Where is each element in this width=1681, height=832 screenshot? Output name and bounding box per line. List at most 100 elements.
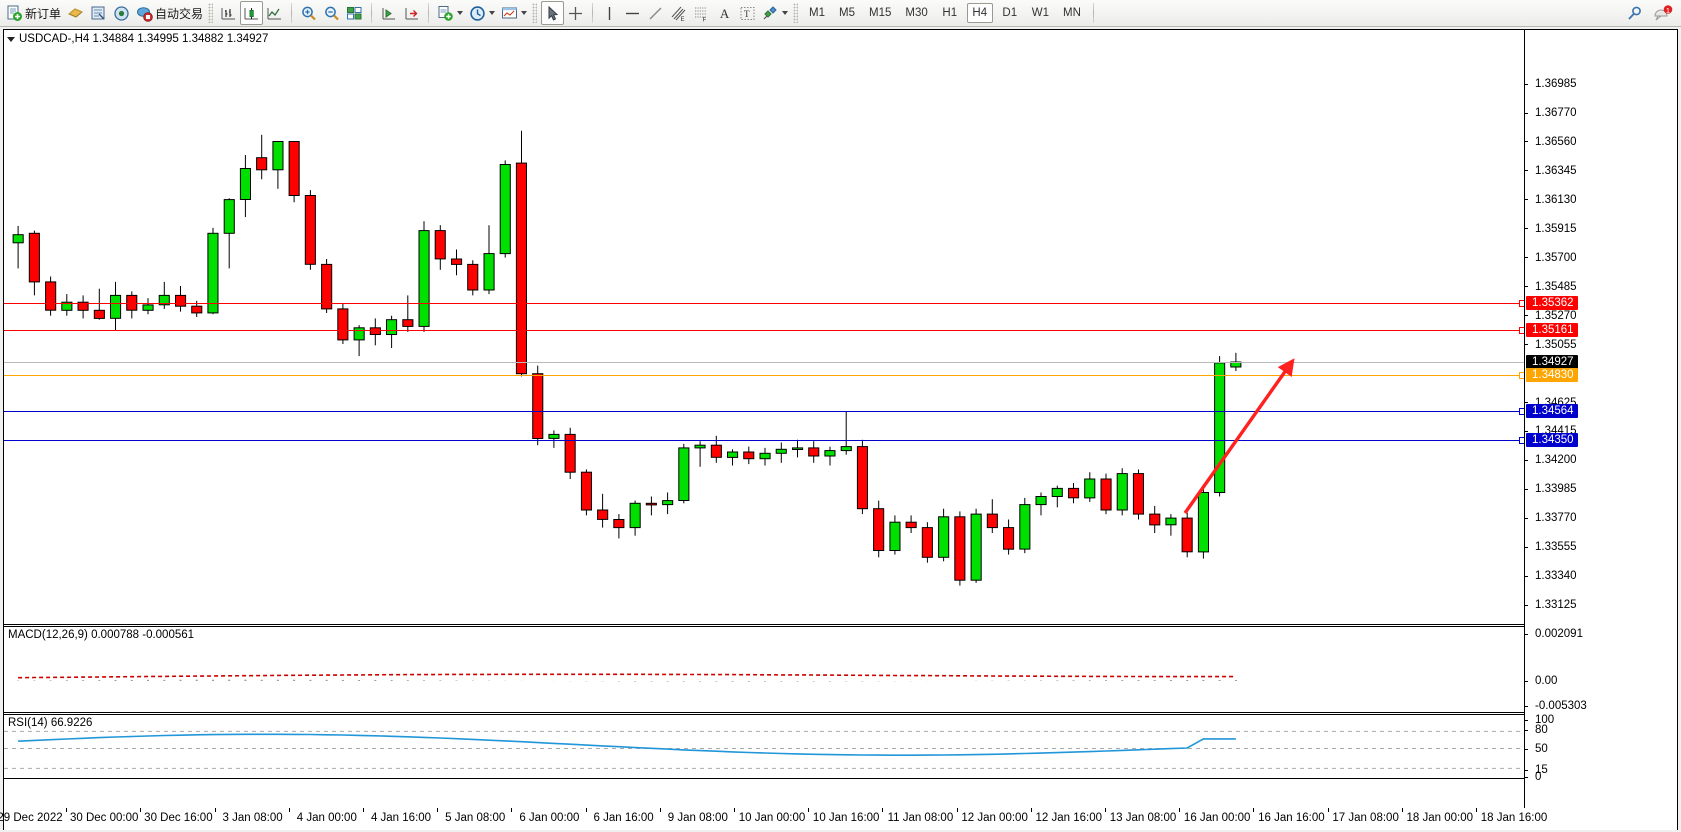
price-badge-resistance-1[interactable]: 1.35161 bbox=[1526, 323, 1578, 338]
price-badge-support-1[interactable]: 1.34564 bbox=[1526, 403, 1578, 418]
price-axis[interactable]: 1.36985 1.36770 1.36560 1.36345 1.36130 1.359… bbox=[1524, 30, 1677, 828]
chevron-down-icon-3[interactable] bbox=[521, 11, 528, 15]
rsi-tick: 80 bbox=[1524, 723, 1677, 737]
price-tick: 1.36560 bbox=[1524, 135, 1677, 149]
crosshair-button[interactable] bbox=[564, 1, 587, 25]
time-tick-label: 29 Dec 2022 bbox=[0, 812, 63, 824]
timeframe-w1[interactable]: W1 bbox=[1031, 7, 1050, 19]
navigator-button[interactable] bbox=[110, 1, 133, 25]
symbol-quote-text: USDCAD-,H4 1.34884 1.34995 1.34882 1.349… bbox=[19, 33, 269, 45]
cursor-arrow-icon bbox=[544, 5, 561, 22]
time-tick-label: 13 Jan 08:00 bbox=[1109, 812, 1177, 824]
level-line-support-2[interactable] bbox=[4, 439, 1524, 441]
cursor-button[interactable] bbox=[541, 1, 565, 25]
price-badge-text: 1.34564 bbox=[1532, 404, 1574, 417]
templates-button[interactable] bbox=[498, 1, 530, 25]
equidistant-channel-button[interactable]: E bbox=[667, 1, 690, 25]
svg-text:T: T bbox=[744, 9, 750, 19]
search-icon[interactable] bbox=[1626, 5, 1643, 22]
timeframe-m15[interactable]: M15 bbox=[869, 7, 892, 19]
autotrading-label: 自动交易 bbox=[155, 6, 204, 21]
price-badge-resistance-2[interactable]: 1.35362 bbox=[1526, 296, 1578, 311]
level-line-resistance-1[interactable] bbox=[4, 330, 1524, 332]
shapes-icon bbox=[762, 5, 779, 22]
horizontal-line-button[interactable] bbox=[621, 1, 644, 25]
toolbar-grip[interactable] bbox=[208, 3, 214, 23]
time-axis[interactable]: 29 Dec 2022 30 Dec 00:00 30 Dec 16:00 3 Jan… bbox=[0, 808, 1678, 830]
bar-chart-button[interactable] bbox=[217, 1, 240, 25]
rsi-plot bbox=[4, 730, 1526, 769]
crosshair-icon bbox=[567, 5, 584, 22]
pane-bottom-border bbox=[4, 778, 1677, 779]
notification-bell-icon[interactable]: 1 bbox=[1652, 4, 1674, 22]
price-badge-current-price[interactable]: 1.34927 bbox=[1526, 355, 1578, 369]
text-label-button[interactable]: A bbox=[713, 1, 736, 25]
level-line-support-1[interactable] bbox=[4, 410, 1524, 412]
price-badge-support-2[interactable]: 1.34350 bbox=[1526, 432, 1578, 447]
time-tick-label: 10 Jan 00:00 bbox=[738, 812, 806, 824]
shapes-button[interactable] bbox=[759, 1, 791, 25]
price-tick: 1.35485 bbox=[1524, 280, 1677, 294]
time-tick-mark bbox=[1030, 808, 1032, 812]
tile-windows-icon bbox=[346, 5, 363, 22]
level-handle-support-1[interactable] bbox=[1519, 407, 1524, 415]
vertical-line-icon bbox=[601, 5, 618, 22]
autotrading-icon bbox=[136, 5, 153, 22]
toolbar-separator bbox=[291, 3, 293, 23]
timeframe-m1[interactable]: M1 bbox=[809, 7, 826, 19]
price-tick: 1.33985 bbox=[1524, 482, 1677, 496]
timeframe-d1[interactable]: D1 bbox=[1002, 7, 1018, 19]
level-handle-resistance-2[interactable] bbox=[1519, 300, 1524, 308]
candlestick-chart-button[interactable] bbox=[240, 1, 264, 25]
chevron-down-icon-2[interactable] bbox=[489, 11, 496, 15]
toolbar-grip-2[interactable] bbox=[532, 3, 538, 23]
toolbar-grip-3[interactable] bbox=[793, 3, 799, 23]
timeframe-h4[interactable]: H4 bbox=[966, 3, 993, 23]
indicators-button[interactable] bbox=[434, 1, 466, 25]
line-chart-button[interactable] bbox=[263, 1, 286, 25]
trendline-button[interactable] bbox=[644, 1, 667, 25]
level-line-current-price[interactable] bbox=[4, 362, 1524, 363]
fibonacci-button[interactable]: F bbox=[690, 1, 713, 25]
auto-scroll-button[interactable] bbox=[377, 1, 400, 25]
tile-windows-button[interactable] bbox=[343, 1, 366, 25]
timeframe-m5[interactable]: M5 bbox=[839, 7, 856, 19]
new-order-button[interactable]: 新订单 bbox=[3, 1, 64, 25]
timeframe-m30[interactable]: M30 bbox=[905, 7, 928, 19]
price-tick: 1.34200 bbox=[1524, 453, 1677, 467]
price-plot-area[interactable] bbox=[4, 30, 1524, 828]
pane-separator-macd[interactable] bbox=[4, 624, 1677, 625]
time-tick-label: 4 Jan 00:00 bbox=[296, 812, 357, 824]
text-box-button[interactable]: T bbox=[736, 1, 759, 25]
time-tick-mark bbox=[363, 808, 364, 812]
rsi-label: RSI(14) 66.9226 bbox=[8, 717, 93, 729]
zoom-in-button[interactable] bbox=[297, 1, 320, 25]
time-tick-mark bbox=[882, 808, 884, 812]
chart-shift-button[interactable] bbox=[400, 1, 423, 25]
timeframe-mn[interactable]: MN bbox=[1063, 7, 1081, 19]
vertical-line-button[interactable] bbox=[598, 1, 621, 25]
chevron-down-icon-4[interactable] bbox=[782, 11, 789, 15]
level-line-entry-level[interactable] bbox=[4, 375, 1524, 376]
pane-separator-rsi[interactable] bbox=[4, 712, 1677, 713]
level-handle-support-2[interactable] bbox=[1519, 436, 1524, 444]
autotrading-button[interactable]: 自动交易 bbox=[133, 1, 206, 25]
level-handle-resistance-1[interactable] bbox=[1519, 327, 1524, 335]
zoom-out-button[interactable] bbox=[320, 1, 343, 25]
macd-tick: 0.00 bbox=[1524, 674, 1677, 688]
periods-button[interactable] bbox=[466, 1, 498, 25]
time-tick-mark bbox=[585, 808, 587, 812]
chart-menu-triangle-icon[interactable] bbox=[7, 36, 15, 42]
timeframe-h1[interactable]: H1 bbox=[942, 7, 958, 19]
data-window-button[interactable] bbox=[87, 1, 110, 25]
chart-frame[interactable]: USDCAD-,H4 1.34884 1.34995 1.34882 1.349… bbox=[3, 29, 1678, 829]
level-line-resistance-2[interactable] bbox=[4, 303, 1524, 305]
price-badge-entry-level[interactable]: 1.34830 bbox=[1526, 368, 1578, 382]
time-tick-label: 16 Jan 16:00 bbox=[1258, 812, 1325, 824]
level-handle-entry-level[interactable] bbox=[1519, 372, 1524, 379]
chevron-down-icon[interactable] bbox=[457, 11, 464, 15]
candlestick-chart-icon bbox=[243, 5, 260, 22]
market-watch-button[interactable] bbox=[64, 1, 87, 25]
toolbar-separator-3 bbox=[428, 3, 430, 23]
time-tick-label: 11 Jan 08:00 bbox=[887, 812, 954, 824]
